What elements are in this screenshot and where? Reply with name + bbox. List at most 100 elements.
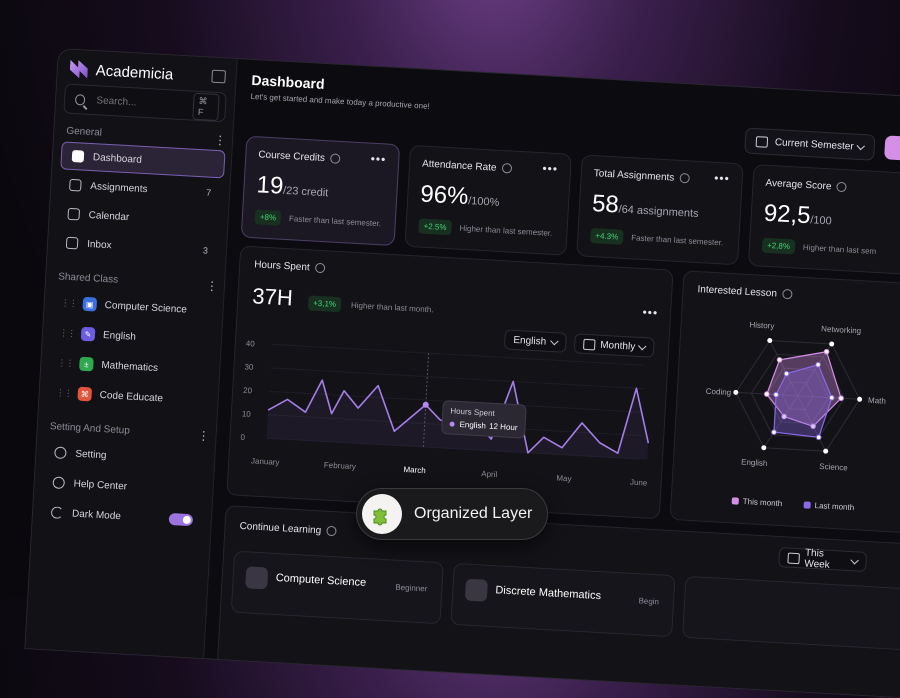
radar-category-label: Math <box>868 396 886 406</box>
y-tick-label: 0 <box>240 433 245 442</box>
badge-label: Organized Layer <box>414 505 533 522</box>
x-tick-label: January <box>251 456 280 467</box>
semester-dropdown[interactable]: Current Semester <box>744 127 876 161</box>
sidebar: Academicia ⌘ F General ⋮ Dashboard Assig… <box>25 49 238 659</box>
kpi-unit: /64 assignments <box>618 203 699 221</box>
continue-learning-card: Continue Learning This Week Computer Sci… <box>216 505 900 698</box>
delta-badge: +8% <box>254 209 282 226</box>
course-icon <box>464 578 488 602</box>
drag-handle-icon[interactable]: ⋮⋮ <box>60 297 78 308</box>
sidebar-item-code-educate[interactable]: ⋮⋮ ⌘ Code Educate <box>55 386 164 404</box>
kpi-card-total-assignments[interactable]: Total Assignments ••• 58/64 assignments … <box>576 154 744 266</box>
series-dot <box>449 421 455 427</box>
page-title: Dashboard <box>251 71 325 92</box>
x-tick-label: February <box>324 461 356 472</box>
sidebar-item-help-center[interactable]: Help Center <box>42 469 205 504</box>
course-card-discrete-mathematics[interactable]: Discrete Mathematics Begin <box>450 562 676 638</box>
info-icon[interactable] <box>314 263 325 274</box>
radar-axis <box>797 395 860 400</box>
moon-icon <box>50 506 64 519</box>
kpi-value: 58 <box>591 190 620 219</box>
sidebar-item-dark-mode[interactable]: Dark Mode <box>40 499 203 534</box>
assignment-icon <box>69 178 82 192</box>
sidebar-item-inbox[interactable]: Inbox 3 <box>55 229 218 264</box>
radar-point <box>771 429 777 435</box>
course-card-computer-science[interactable]: Computer Science Beginner <box>230 550 444 625</box>
info-icon[interactable] <box>329 153 341 165</box>
more-icon[interactable]: ••• <box>642 305 659 320</box>
search-input[interactable] <box>94 93 194 113</box>
grid-line <box>266 437 640 460</box>
radar-axis <box>763 395 799 448</box>
drag-handle-icon[interactable]: ⋮⋮ <box>57 356 74 368</box>
kpi-unit: /100% <box>467 195 500 209</box>
hover-point <box>422 401 429 408</box>
calendar-icon <box>67 207 81 221</box>
radar-point <box>781 413 787 420</box>
code-educate-icon: ⌘ <box>77 386 93 402</box>
course-name: Computer Science <box>275 571 367 590</box>
x-tick-label: April <box>481 469 498 479</box>
interested-lesson-card: Interested Lesson History Networking Math S… <box>669 270 900 535</box>
drag-handle-icon[interactable]: ⋮⋮ <box>58 327 76 338</box>
sidebar-item-setting[interactable]: Setting <box>44 439 207 474</box>
radar-category-label: Networking <box>821 324 861 335</box>
series-area <box>266 380 649 460</box>
legend-swatch <box>803 501 811 509</box>
more-icon[interactable]: ••• <box>713 170 731 186</box>
y-tick-label: 20 <box>243 386 253 396</box>
kpi-unit: /100 <box>809 214 832 228</box>
radar-category-label: English <box>741 458 768 468</box>
radar-point <box>773 391 779 398</box>
primary-action-button[interactable] <box>884 135 900 162</box>
course-card-next[interactable] <box>682 575 900 651</box>
shared-more-icon[interactable]: ⋮ <box>205 278 219 294</box>
x-tick-label: March <box>403 465 426 475</box>
legend-this-month: This month <box>731 496 783 508</box>
assignments-count: 7 <box>205 187 212 198</box>
section-label-general: General <box>66 125 103 139</box>
logo-icon <box>69 60 88 79</box>
puzzle-icon <box>362 494 402 534</box>
sidebar-toggle-icon[interactable] <box>211 69 227 84</box>
radar-point <box>810 423 816 430</box>
course-level: Begin <box>638 596 660 607</box>
radar-axis-point <box>761 445 767 451</box>
interested-title: Interested Lesson <box>697 284 778 300</box>
delta-badge: +2,8% <box>761 237 796 255</box>
radar-axis <box>769 340 799 397</box>
info-icon[interactable] <box>679 173 690 184</box>
sidebar-item-mathematics[interactable]: ⋮⋮ ± Mathematics <box>57 356 159 374</box>
sidebar-item-english[interactable]: ⋮⋮ ✎ English <box>58 326 137 343</box>
dark-mode-toggle[interactable] <box>168 512 194 527</box>
kpi-card-course-credits[interactable]: Course Credits ••• 19/23 credit +8% Faste… <box>240 135 401 247</box>
search-bar[interactable]: ⌘ F <box>63 83 227 123</box>
more-icon[interactable]: ••• <box>370 151 387 167</box>
drag-handle-icon[interactable]: ⋮⋮ <box>55 386 73 398</box>
sidebar-item-computer-science[interactable]: ⋮⋮ ▣ Computer Science <box>60 296 188 316</box>
delta-badge: +4.3% <box>589 228 624 245</box>
chevron-down-icon <box>856 141 866 150</box>
radar-axis-point <box>857 396 863 402</box>
kpi-unit: /23 credit <box>282 184 329 200</box>
kpi-card-attendance-rate[interactable]: Attendance Rate ••• 96%/100% +2.5% Higher… <box>404 144 572 256</box>
kpi-card-average-score[interactable]: Average Score 92,5/100 +2,8% Higher than … <box>747 164 900 277</box>
inbox-count: 3 <box>202 245 209 256</box>
radar-category-label: History <box>749 320 774 330</box>
info-icon[interactable] <box>325 526 337 537</box>
info-icon[interactable] <box>836 182 847 193</box>
more-icon[interactable]: ••• <box>542 161 559 177</box>
info-icon[interactable] <box>781 289 793 300</box>
info-icon[interactable] <box>501 163 512 174</box>
legend-swatch <box>731 497 739 505</box>
radar-point <box>838 395 844 402</box>
hours-line-chart: 0 10 20 30 40 January February March April May Jun… <box>240 339 650 488</box>
computer-science-icon: ▣ <box>82 296 98 312</box>
settings-more-icon[interactable]: ⋮ <box>197 428 210 444</box>
radar-axis <box>797 395 827 452</box>
app-window: Academicia ⌘ F General ⋮ Dashboard Assig… <box>24 48 900 698</box>
hours-spent-card: Hours Spent 37H +3,1% Higher than last mo… <box>226 245 674 520</box>
general-more-icon[interactable]: ⋮ <box>213 132 227 148</box>
y-tick-label: 40 <box>246 339 256 349</box>
week-select[interactable]: This Week <box>778 547 868 572</box>
